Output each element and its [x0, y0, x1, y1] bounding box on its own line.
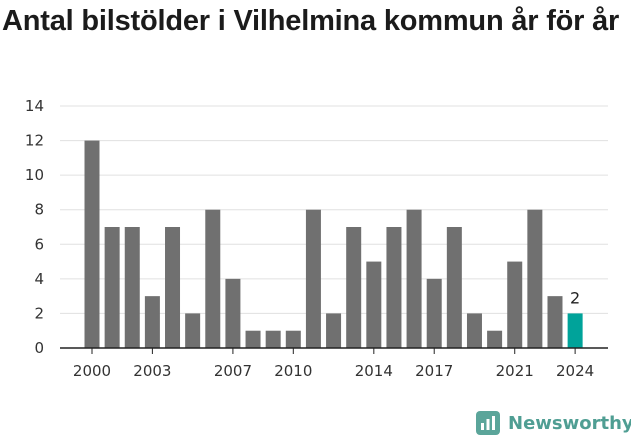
bar-2002 [124, 227, 140, 348]
x-axis-ticks: 2000 2003 2007 2010 2014 2017 2021 2024 [73, 348, 594, 380]
bar-2013 [346, 227, 362, 348]
y-tick-label: 8 [34, 201, 44, 219]
x-tick-label: 2000 [73, 362, 111, 380]
data-labels: 2 [570, 288, 580, 307]
x-tick-label: 2003 [133, 362, 171, 380]
bar-2015 [386, 227, 402, 348]
y-axis-ticks: 0 2 4 6 8 10 12 14 [25, 97, 44, 357]
bar-2001 [104, 227, 120, 348]
bar-2010 [285, 330, 301, 348]
x-tick-label: 2024 [556, 362, 594, 380]
bar-2003 [144, 296, 160, 348]
y-tick-label: 10 [25, 166, 44, 184]
bar-2019 [466, 313, 482, 348]
bar-2012 [326, 313, 342, 348]
bar-2018 [446, 227, 462, 348]
bar-2005 [185, 313, 201, 348]
y-tick-label: 6 [34, 235, 44, 253]
bar-2007 [225, 278, 241, 348]
y-tick-label: 2 [34, 304, 44, 322]
bar-2009 [265, 330, 281, 348]
bar-2016 [406, 209, 422, 348]
newsworthy-logo-icon [476, 411, 500, 435]
bar-2024 [567, 313, 583, 348]
y-tick-label: 0 [34, 339, 44, 357]
x-tick-label: 2017 [415, 362, 453, 380]
bar-2000 [84, 140, 100, 348]
bar-2021 [507, 261, 523, 348]
y-tick-label: 12 [25, 132, 44, 150]
bar-2008 [245, 330, 261, 348]
y-tick-label: 14 [25, 97, 44, 115]
y-tick-label: 4 [34, 270, 44, 288]
bars [84, 140, 583, 348]
x-tick-label: 2021 [496, 362, 534, 380]
bar-2006 [205, 209, 221, 348]
bar-2017 [426, 278, 442, 348]
bar-2014 [366, 261, 382, 348]
brand: Newsworthy [476, 408, 631, 438]
data-label: 2 [570, 288, 580, 307]
bar-2011 [305, 209, 321, 348]
bar-2023 [547, 296, 563, 348]
bar-2004 [165, 227, 181, 348]
bar-2022 [527, 209, 543, 348]
chart-title: Antal bilstölder i Vilhelmina kommun år … [2, 5, 620, 37]
brand-name: Newsworthy [508, 412, 631, 434]
gridlines [60, 105, 608, 314]
x-tick-label: 2010 [274, 362, 312, 380]
bar-2020 [487, 330, 503, 348]
x-tick-label: 2014 [355, 362, 393, 380]
x-tick-label: 2007 [214, 362, 252, 380]
